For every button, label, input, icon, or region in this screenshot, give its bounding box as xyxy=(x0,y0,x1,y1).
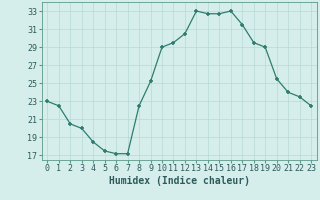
X-axis label: Humidex (Indice chaleur): Humidex (Indice chaleur) xyxy=(109,176,250,186)
